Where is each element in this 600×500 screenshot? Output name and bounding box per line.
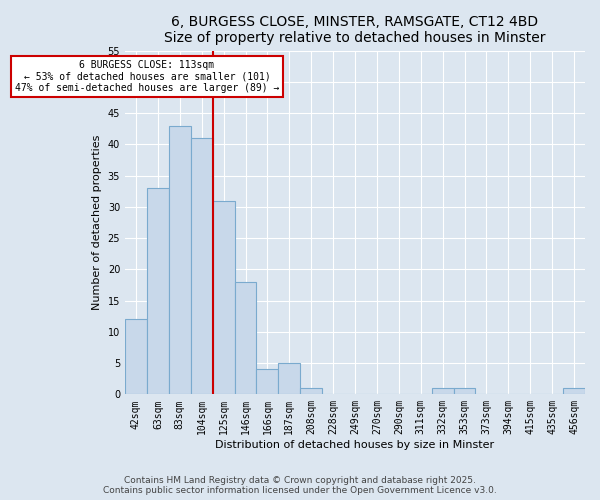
Bar: [454, 388, 475, 394]
Text: Contains HM Land Registry data © Crown copyright and database right 2025.
Contai: Contains HM Land Registry data © Crown c…: [103, 476, 497, 495]
Bar: [563, 388, 585, 394]
Bar: [235, 282, 256, 395]
Bar: [169, 126, 191, 394]
Bar: [300, 388, 322, 394]
Bar: [191, 138, 212, 394]
Text: 6 BURGESS CLOSE: 113sqm
← 53% of detached houses are smaller (101)
47% of semi-d: 6 BURGESS CLOSE: 113sqm ← 53% of detache…: [15, 60, 279, 93]
Bar: [431, 388, 454, 394]
X-axis label: Distribution of detached houses by size in Minster: Distribution of detached houses by size …: [215, 440, 494, 450]
Y-axis label: Number of detached properties: Number of detached properties: [92, 134, 102, 310]
Bar: [278, 363, 300, 394]
Bar: [125, 320, 147, 394]
Bar: [212, 200, 235, 394]
Bar: [147, 188, 169, 394]
Bar: [256, 370, 278, 394]
Title: 6, BURGESS CLOSE, MINSTER, RAMSGATE, CT12 4BD
Size of property relative to detac: 6, BURGESS CLOSE, MINSTER, RAMSGATE, CT1…: [164, 15, 546, 45]
